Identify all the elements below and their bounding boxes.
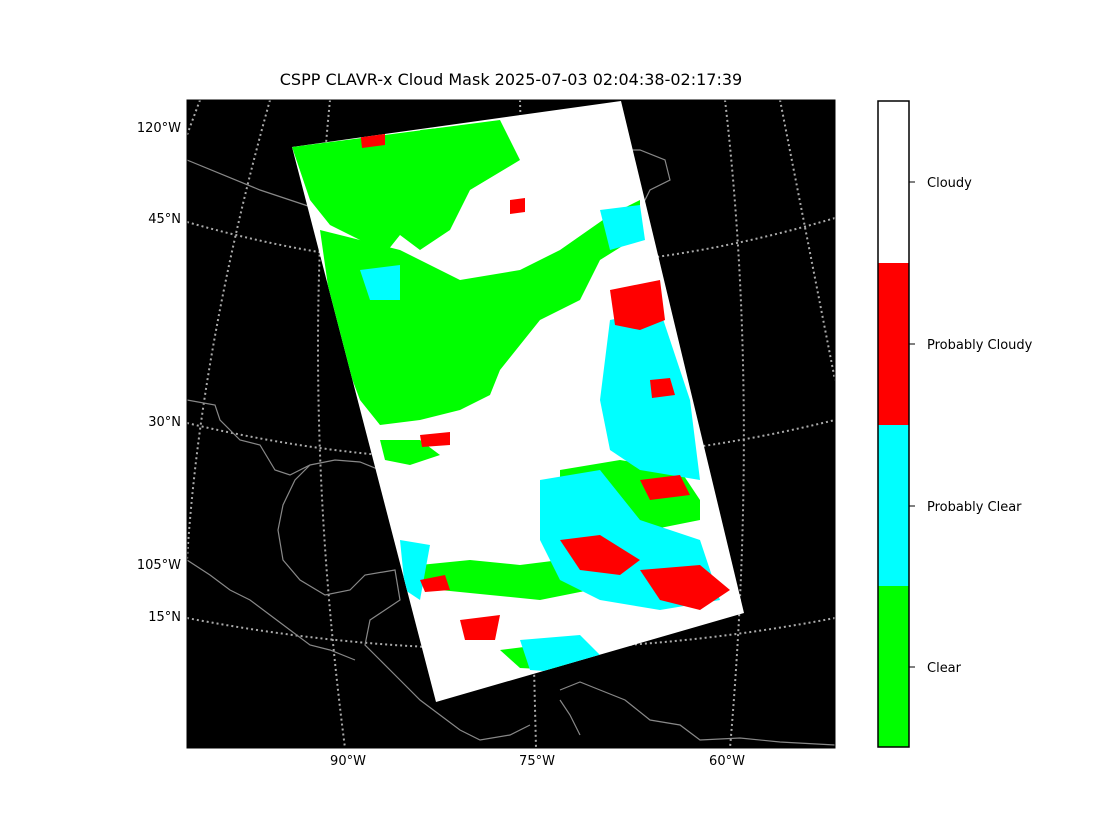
colorbar-label-probably-cloudy: Probably Cloudy — [927, 338, 1033, 353]
colorbar-segment-probably-cloudy — [878, 263, 909, 425]
map-frame — [186, 99, 836, 749]
colorbar-frame — [877, 100, 910, 748]
map-content — [187, 100, 835, 748]
colorbar-label-probably-clear: Probably Clear — [927, 500, 1022, 515]
lat-label-45n: 45°N — [148, 212, 181, 227]
lat-label-30n: 30°N — [148, 415, 181, 430]
figure-title: CSPP CLAVR-x Cloud Mask 2025-07-03 02:04… — [279, 70, 743, 89]
lon-label-60w: 60°W — [709, 754, 745, 769]
colorbar-segment-probably-clear — [878, 425, 909, 586]
lat-label-15n: 15°N — [148, 610, 181, 625]
colorbar-segment-cloudy — [878, 101, 909, 263]
colorbar: Cloudy Probably Cloudy Probably Clear Cl… — [877, 100, 1033, 748]
cloud-mask-patches — [292, 120, 730, 672]
colorbar-segment-clear — [878, 586, 909, 747]
lat-label-120w: 120°W — [137, 121, 181, 136]
lon-label-75w: 75°W — [519, 754, 555, 769]
lon-label-90w: 90°W — [330, 754, 366, 769]
colorbar-label-clear: Clear — [927, 661, 962, 676]
lat-label-105w: 105°W — [137, 558, 181, 573]
colorbar-label-cloudy: Cloudy — [927, 176, 972, 191]
